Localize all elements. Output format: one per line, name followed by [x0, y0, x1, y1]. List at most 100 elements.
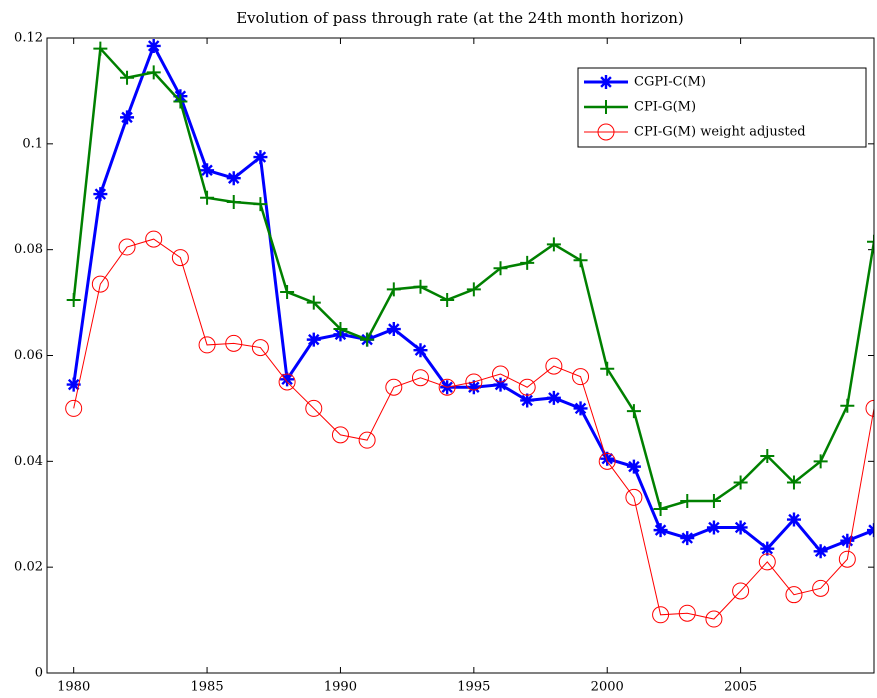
- marker: [786, 512, 801, 527]
- marker: [146, 38, 161, 53]
- marker: [653, 501, 668, 516]
- marker: [411, 369, 429, 387]
- marker: [840, 533, 855, 548]
- y-tick-label: 0.02: [14, 560, 43, 575]
- marker: [251, 339, 269, 357]
- marker: [226, 195, 241, 210]
- marker: [653, 523, 668, 538]
- marker: [120, 110, 135, 125]
- marker: [867, 523, 874, 538]
- marker: [120, 70, 135, 85]
- marker: [626, 404, 641, 419]
- marker: [333, 322, 348, 337]
- marker: [760, 541, 775, 556]
- y-tick-label: 0: [35, 666, 43, 681]
- marker: [280, 372, 295, 387]
- x-tick-label: 1995: [457, 680, 490, 695]
- marker: [360, 332, 375, 347]
- y-tick-label: 0.12: [14, 31, 43, 46]
- marker: [65, 399, 83, 417]
- marker: [118, 238, 136, 256]
- marker: [520, 255, 535, 270]
- marker: [253, 197, 268, 212]
- marker: [680, 494, 695, 509]
- marker: [546, 390, 561, 405]
- marker: [91, 275, 109, 293]
- marker: [760, 449, 775, 464]
- marker: [867, 234, 874, 249]
- marker: [466, 380, 481, 395]
- y-tick-label: 0.04: [14, 454, 43, 469]
- legend-marker: [597, 123, 615, 141]
- marker: [145, 230, 163, 248]
- marker: [813, 454, 828, 469]
- marker: [278, 373, 296, 391]
- marker: [813, 544, 828, 559]
- marker: [680, 531, 695, 546]
- marker: [200, 163, 215, 178]
- marker: [305, 399, 323, 417]
- marker: [306, 332, 321, 347]
- legend-marker: [599, 100, 613, 114]
- marker: [385, 378, 403, 396]
- marker: [518, 378, 536, 396]
- x-tick-label: 1980: [57, 680, 90, 695]
- y-tick-label: 0.06: [14, 348, 43, 363]
- marker: [173, 94, 188, 109]
- marker: [733, 475, 748, 490]
- series-line: [73, 238, 874, 620]
- marker: [626, 459, 641, 474]
- marker: [492, 365, 510, 383]
- marker: [786, 475, 801, 490]
- x-tick-label: 2000: [591, 680, 624, 695]
- marker: [840, 398, 855, 413]
- marker: [93, 41, 108, 56]
- axes-box: [46, 37, 875, 674]
- marker: [440, 292, 455, 307]
- marker: [226, 171, 241, 186]
- marker: [66, 292, 81, 307]
- x-tick-label: 2005: [724, 680, 757, 695]
- marker: [706, 520, 721, 535]
- legend-marker: [599, 75, 613, 89]
- x-tick-label: 1985: [191, 680, 224, 695]
- marker: [466, 282, 481, 297]
- marker: [413, 343, 428, 358]
- marker: [865, 399, 874, 417]
- marker: [331, 426, 349, 444]
- marker: [225, 334, 243, 352]
- y-tick-label: 0.1: [22, 136, 43, 151]
- marker: [598, 452, 616, 470]
- marker: [733, 520, 748, 535]
- marker: [358, 431, 376, 449]
- marker: [253, 150, 268, 165]
- marker: [520, 393, 535, 408]
- marker: [678, 604, 696, 622]
- legend-label: CGPI-C(M): [634, 75, 706, 90]
- marker: [785, 586, 803, 604]
- chart-title: Evolution of pass through rate (at the 2…: [236, 9, 684, 27]
- marker: [732, 582, 750, 600]
- marker: [545, 357, 563, 375]
- marker: [812, 579, 830, 597]
- marker: [573, 401, 588, 416]
- marker: [171, 249, 189, 267]
- marker: [306, 295, 321, 310]
- plot-area: [65, 38, 874, 628]
- marker: [625, 488, 643, 506]
- x-tick-label: 1990: [324, 680, 357, 695]
- marker: [66, 377, 81, 392]
- marker: [546, 237, 561, 252]
- marker: [465, 373, 483, 391]
- marker: [146, 65, 161, 80]
- marker: [838, 550, 856, 568]
- marker: [493, 377, 508, 392]
- marker: [573, 253, 588, 268]
- marker: [706, 494, 721, 509]
- marker: [93, 187, 108, 202]
- marker: [600, 451, 615, 466]
- marker: [413, 279, 428, 294]
- legend-label: CPI-G(M): [634, 100, 696, 115]
- marker: [280, 285, 295, 299]
